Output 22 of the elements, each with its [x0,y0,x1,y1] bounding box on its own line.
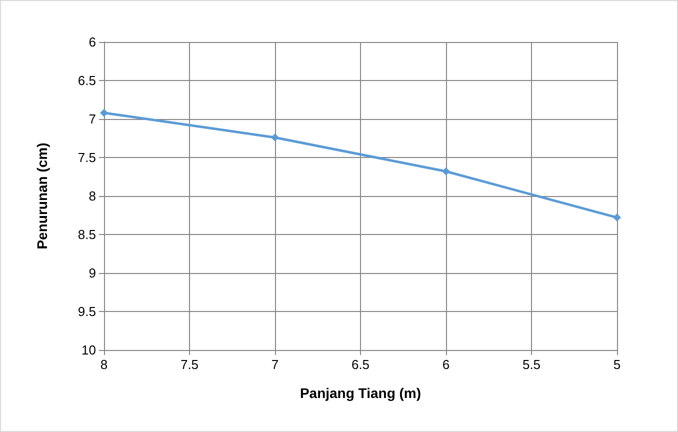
y-axis-title: Penurunan (cm) [34,142,50,250]
x-tick-label: 7 [271,357,279,372]
y-tick-label: 6 [88,34,96,50]
y-tick-label: 7 [88,112,96,126]
point [442,167,450,176]
y-tick-label: 7.5 [78,150,96,165]
x-tick-label: 8 [100,357,108,372]
y-tick-label: 6.5 [78,73,96,88]
y-tick-label: 9 [88,266,96,280]
x-tick-label: 7.5 [180,357,199,372]
y-tick-label: 8 [88,188,96,204]
y-tick-label: 10 [82,342,96,358]
x-tick-label: 5 [613,357,621,372]
point [613,214,621,222]
y-tick-label: 8.5 [78,227,96,242]
point [271,133,279,142]
y-tick-label: 9.5 [78,304,96,319]
point [100,108,108,117]
x-axis-title: Panjang Tiang (m) [300,385,422,401]
x-tick-label: 5.5 [522,357,541,372]
x-tick-label: 6 [442,357,450,372]
x-tick-label: 6.5 [351,357,370,372]
